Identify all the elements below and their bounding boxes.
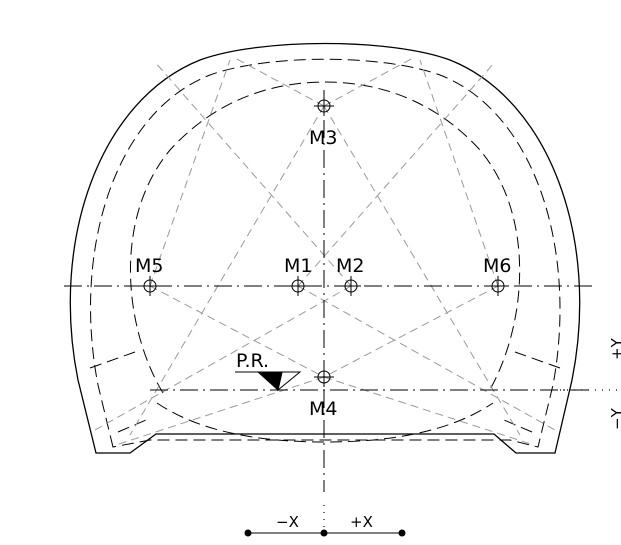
right-invert-joint	[503, 419, 533, 433]
center-marker-m5	[140, 276, 160, 296]
right-side-joint	[514, 351, 561, 369]
outer-profile-line	[69, 42, 581, 454]
intrados-line	[129, 81, 521, 394]
pos-x-label: +X	[350, 513, 373, 531]
reference-point-symbol	[235, 371, 302, 392]
center-marker-m3	[314, 96, 334, 116]
pos-y-label: +Y	[608, 337, 621, 360]
center-label-m5: M5	[135, 255, 163, 277]
center-marker-m4	[314, 367, 334, 387]
center-label-m3: M3	[309, 127, 337, 149]
construction-lines	[94, 57, 556, 446]
x-direction-indicator	[244, 505, 406, 537]
center-label-m6: M6	[483, 255, 511, 277]
neg-x-label: −X	[276, 513, 299, 531]
left-invert-joint	[117, 419, 147, 433]
center-marker-m1	[288, 276, 308, 296]
center-label-m4: M4	[309, 398, 337, 420]
reference-point-label: P.R.	[236, 350, 269, 372]
center-label-m1: M1	[284, 255, 312, 277]
center-marker-m6	[488, 276, 508, 296]
center-marker-m2	[341, 276, 361, 296]
center-label-m2: M2	[336, 255, 364, 277]
left-side-joint	[89, 351, 136, 369]
neg-y-label: −Y	[608, 407, 621, 430]
inner-lining-line	[90, 58, 561, 448]
